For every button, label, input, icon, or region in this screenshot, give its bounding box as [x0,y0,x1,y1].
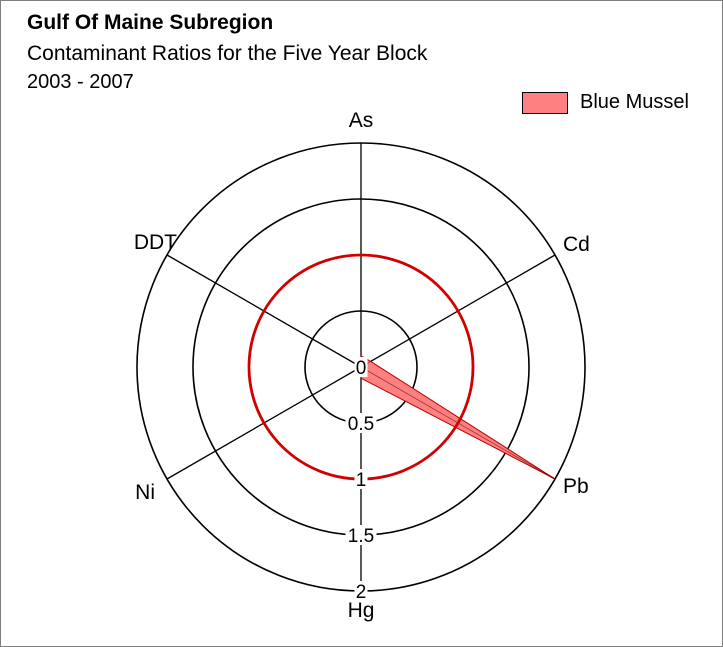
axis-label-hg: Hg [348,599,375,622]
legend: Blue Mussel [522,91,689,114]
tick-label-0: 0 [356,358,367,379]
tick-label-bg-2 [354,469,368,489]
legend-swatch [522,91,568,114]
axis-label-ddt: DDT [134,231,177,254]
chart-period: 2003 - 2007 [27,71,134,93]
tick-label-2: 1 [356,470,367,491]
tick-label-bg-0 [354,357,368,377]
tick-label-1: 0.5 [348,414,374,435]
tick-label-bg-1 [345,413,377,433]
axis-label-pb: Pb [563,475,589,498]
chart-subtitle: Contaminant Ratios for the Five Year Blo… [27,42,428,65]
tick-label-3: 1.5 [348,526,374,547]
axis-label-as: As [349,109,374,132]
legend-label: Blue Mussel [580,91,689,113]
chart-title: Gulf Of Maine Subregion [27,11,274,34]
tick-label-bg-3 [345,525,377,545]
series-area-0 [360,354,556,480]
tick-label-bg-4 [354,581,368,601]
axis-label-cd: Cd [563,233,590,256]
tick-label-4: 2 [356,582,367,603]
axis-label-ni: Ni [135,481,155,504]
